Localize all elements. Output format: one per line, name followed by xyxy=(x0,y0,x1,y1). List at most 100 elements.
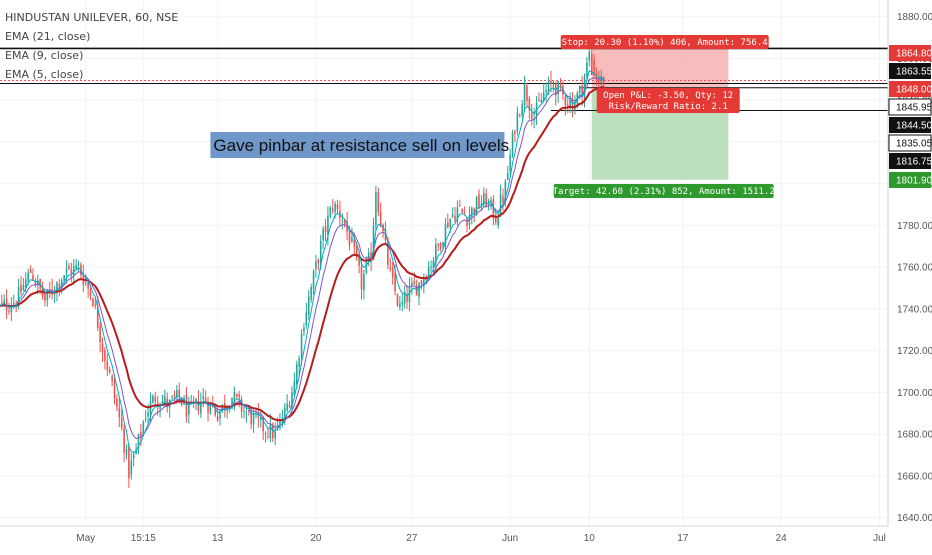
candle-body xyxy=(514,131,516,134)
candle-body xyxy=(286,404,288,411)
candle-body xyxy=(466,218,468,226)
candle-body xyxy=(63,275,65,281)
candle-body xyxy=(267,436,269,437)
candle-body xyxy=(107,361,109,370)
candle-body xyxy=(118,408,120,418)
price-tag-label: 1863.55 xyxy=(896,67,932,78)
candle-body xyxy=(109,369,111,372)
candle-body xyxy=(238,395,240,397)
price-tag-label: 1816.75 xyxy=(896,157,932,168)
candle-body xyxy=(318,260,320,264)
candle-body xyxy=(495,217,497,222)
price-tick-label: 1720.00 xyxy=(897,346,932,357)
candle-body xyxy=(78,264,80,265)
price-tick-label: 1640.00 xyxy=(897,513,932,524)
candle-body xyxy=(421,281,423,284)
candle-body xyxy=(418,283,420,297)
price-tick-label: 1740.00 xyxy=(897,304,932,315)
candle-body xyxy=(296,364,298,384)
candle-body xyxy=(90,292,92,297)
target-label: Target: 42.60 (2.31%) 852, Amount: 1511.… xyxy=(553,184,775,198)
candle-body xyxy=(409,287,411,302)
candle-body xyxy=(99,325,101,342)
candle-body xyxy=(164,396,166,401)
price-tag-label: 1848.00 xyxy=(896,85,932,96)
price-tag-label: 1864.80 xyxy=(896,49,932,60)
price-tick-label: 1660.00 xyxy=(897,471,932,482)
candle-body xyxy=(449,219,451,227)
candle-body xyxy=(73,266,75,275)
candle-body xyxy=(145,418,147,419)
candle-body xyxy=(236,394,238,397)
candle-body xyxy=(485,193,487,207)
candle-body xyxy=(188,404,190,414)
candle-body xyxy=(548,81,550,91)
candle-body xyxy=(392,268,394,277)
candle-body xyxy=(598,79,600,82)
candle-body xyxy=(8,310,10,311)
candle-body xyxy=(116,399,118,407)
candle-body xyxy=(365,262,367,273)
chart-legend: HINDUSTAN UNILEVER, 60, NSE EMA (21, clo… xyxy=(5,8,178,84)
stop-label-text: Stop: 20.30 (1.10%) 406, Amount: 756.4 xyxy=(562,38,768,48)
candle-body xyxy=(502,196,504,200)
candle-body xyxy=(397,294,399,305)
candle-body xyxy=(128,446,130,478)
candle-body xyxy=(509,155,511,171)
candle-body xyxy=(337,204,339,209)
candle-body xyxy=(186,395,188,416)
candle-body xyxy=(303,327,305,331)
indicator-ema9-label[interactable]: EMA (9, close) xyxy=(5,46,178,65)
candle-body xyxy=(23,285,25,290)
candle-body xyxy=(315,261,317,269)
candle-body xyxy=(313,271,315,289)
candle-body xyxy=(152,396,154,403)
price-tag: 1845.95 xyxy=(889,99,932,115)
candle-body xyxy=(447,223,449,227)
price-tag: 1801.90 xyxy=(889,172,932,188)
pnl-label-text: Risk/Reward Ratio: 2.1 xyxy=(609,102,728,112)
candle-body xyxy=(171,397,173,398)
candle-body xyxy=(66,268,68,273)
candle-body xyxy=(123,428,125,452)
candle-body xyxy=(586,62,588,76)
candle-body xyxy=(440,243,442,249)
price-tick-label: 1880.00 xyxy=(897,12,932,23)
candle-body xyxy=(553,85,555,86)
candle-body xyxy=(526,86,528,101)
candle-body xyxy=(413,281,415,284)
candle-body xyxy=(579,86,581,93)
price-tag-label: 1844.50 xyxy=(896,121,932,132)
candle-body xyxy=(95,305,97,306)
candle-body xyxy=(521,104,523,115)
candle-body xyxy=(565,97,567,105)
price-tag: 1848.00 xyxy=(889,81,932,97)
candle-body xyxy=(217,416,219,420)
candle-body xyxy=(147,412,149,416)
candle-body xyxy=(142,422,144,433)
candle-body xyxy=(154,397,156,402)
candle-body xyxy=(452,215,454,217)
candle-body xyxy=(289,405,291,407)
indicator-ema21-label[interactable]: EMA (21, close) xyxy=(5,27,178,46)
candle-body xyxy=(332,208,334,210)
pnl-label-text: Open P&L: -3.50, Qty: 12 xyxy=(603,91,733,101)
price-tag-label: 1835.05 xyxy=(896,139,932,150)
candle-body xyxy=(349,231,351,245)
time-tick-label: 17 xyxy=(677,533,689,544)
price-tick-label: 1680.00 xyxy=(897,430,932,441)
candle-body xyxy=(375,192,377,225)
price-tick-label: 1760.00 xyxy=(897,263,932,274)
candle-body xyxy=(389,267,391,269)
candle-body xyxy=(377,192,379,212)
candle-body xyxy=(140,432,142,436)
candle-body xyxy=(430,267,432,268)
indicator-ema5-label[interactable]: EMA (5, close) xyxy=(5,65,178,84)
candle-body xyxy=(284,408,286,418)
candle-body xyxy=(121,418,123,428)
candle-body xyxy=(461,209,463,213)
candle-body xyxy=(114,382,116,398)
candle-body xyxy=(351,237,353,242)
candle-body xyxy=(310,287,312,300)
